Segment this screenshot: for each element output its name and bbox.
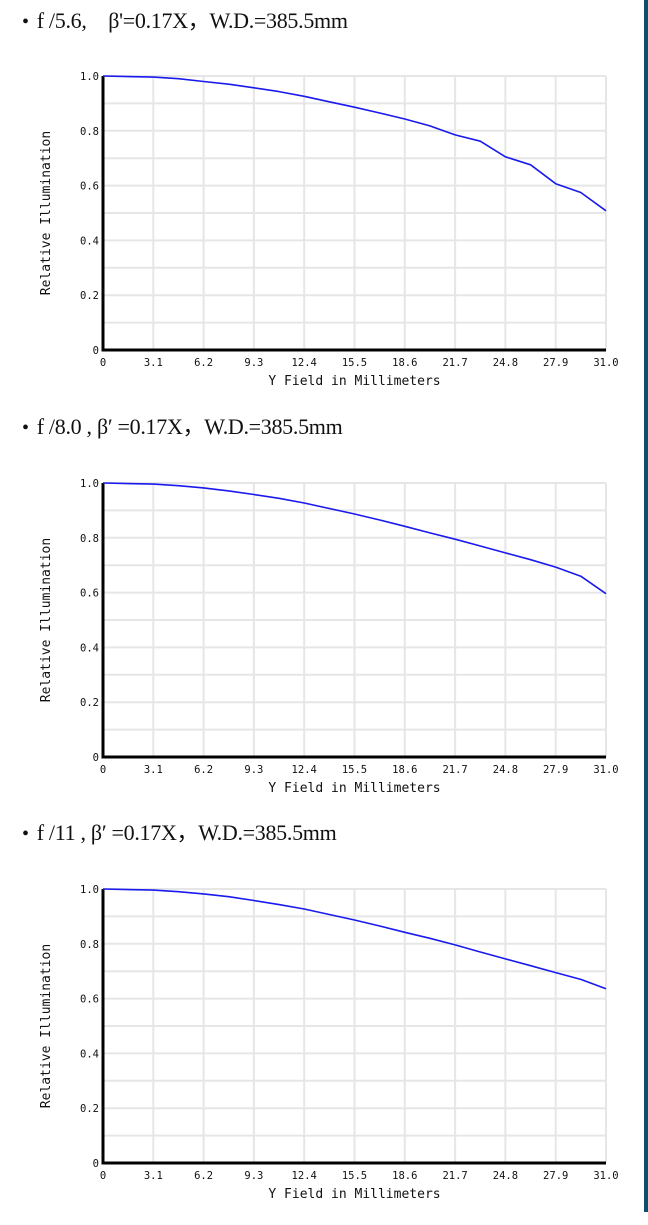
x-tick-label: 9.3 — [244, 764, 263, 776]
x-tick-label: 3.1 — [144, 764, 163, 776]
y-tick-label: 0.2 — [80, 290, 99, 302]
x-tick-label: 18.6 — [392, 764, 417, 776]
y-tick-label: 0.6 — [80, 994, 99, 1006]
bullet-icon: • — [22, 411, 29, 445]
x-tick-label: 6.2 — [194, 357, 213, 369]
x-tick-label: 24.8 — [493, 1170, 518, 1182]
y-axis-title: Relative Illumination — [39, 538, 54, 702]
x-tick-label: 0 — [100, 1170, 106, 1182]
y-axis-title: Relative Illumination — [39, 131, 54, 295]
x-tick-label: 27.9 — [543, 357, 568, 369]
chart-svg: 0 0.2 0.4 0.6 0.8 1.0 0 3.1 6.2 9.3 12.4 15.5 18.6 21… — [0, 865, 640, 1225]
x-tick-label: 27.9 — [543, 1170, 568, 1182]
x-tick-label: 6.2 — [194, 1170, 213, 1182]
x-tick-label: 12.4 — [292, 764, 317, 776]
x-tick-label: 9.3 — [244, 1170, 263, 1182]
relative-illumination-chart-1: 0 0.2 0.4 0.6 0.8 1.0 0 3.1 6.2 9.3 12.4 15.5 18.6 21… — [0, 52, 640, 412]
y-tick-label: 0.4 — [80, 1048, 99, 1060]
section-title-text: f /11 , β′ =0.17X，W.D.=385.5mm — [37, 820, 337, 845]
x-tick-label: 15.5 — [342, 1170, 367, 1182]
page-frame-edge — [644, 0, 648, 1212]
chart-svg: 0 0.2 0.4 0.6 0.8 1.0 0 3.1 6.2 9.3 12.4 15.5 18.6 21… — [0, 52, 640, 412]
y-tick-label: 1.0 — [80, 884, 99, 896]
x-axis-title: Y Field in Millimeters — [268, 1187, 440, 1202]
x-tick-label: 15.5 — [342, 357, 367, 369]
x-tick-label: 21.7 — [442, 1170, 467, 1182]
relative-illumination-chart-3: 0 0.2 0.4 0.6 0.8 1.0 0 3.1 6.2 9.3 12.4 15.5 18.6 21… — [0, 865, 640, 1225]
section-title-text: f /5.6, β'=0.17X，W.D.=385.5mm — [37, 8, 348, 33]
bullet-icon: • — [22, 817, 29, 851]
y-tick-label: 0.6 — [80, 588, 99, 600]
x-tick-label: 31.0 — [593, 1170, 618, 1182]
relative-illumination-chart-2: 0 0.2 0.4 0.6 0.8 1.0 0 3.1 6.2 9.3 12.4 15.5 18.6 21… — [0, 459, 640, 819]
x-tick-label: 24.8 — [493, 764, 518, 776]
section-title-1: • f /5.6, β'=0.17X，W.D.=385.5mm — [22, 4, 348, 38]
y-tick-label: 0.8 — [80, 533, 99, 545]
y-tick-label: 0 — [93, 1158, 99, 1170]
x-tick-label: 0 — [100, 764, 106, 776]
x-tick-label: 24.8 — [493, 357, 518, 369]
x-tick-label: 21.7 — [442, 764, 467, 776]
section-title-text: f /8.0 , β′ =0.17X，W.D.=385.5mm — [37, 414, 343, 439]
section-title-3: • f /11 , β′ =0.17X，W.D.=385.5mm — [22, 816, 336, 850]
y-tick-label: 1.0 — [80, 71, 99, 83]
y-tick-label: 0.8 — [80, 939, 99, 951]
y-tick-label: 0.2 — [80, 1103, 99, 1115]
x-tick-label: 15.5 — [342, 764, 367, 776]
y-tick-label: 0 — [93, 345, 99, 357]
x-axis-title: Y Field in Millimeters — [268, 781, 440, 796]
y-tick-label: 0.6 — [80, 181, 99, 193]
x-tick-label: 12.4 — [292, 1170, 317, 1182]
x-tick-label: 9.3 — [244, 357, 263, 369]
x-axis-title: Y Field in Millimeters — [268, 374, 440, 389]
section-title-2: • f /8.0 , β′ =0.17X，W.D.=385.5mm — [22, 410, 342, 444]
y-tick-label: 1.0 — [80, 478, 99, 490]
y-tick-label: 0.4 — [80, 642, 99, 654]
x-tick-label: 0 — [100, 357, 106, 369]
x-tick-label: 6.2 — [194, 764, 213, 776]
y-axis-title: Relative Illumination — [39, 944, 54, 1108]
x-tick-label: 18.6 — [392, 1170, 417, 1182]
bullet-icon: • — [22, 5, 29, 39]
x-tick-label: 18.6 — [392, 357, 417, 369]
chart-svg: 0 0.2 0.4 0.6 0.8 1.0 0 3.1 6.2 9.3 12.4 15.5 18.6 21… — [0, 459, 640, 819]
x-tick-label: 12.4 — [292, 357, 317, 369]
x-tick-label: 27.9 — [543, 764, 568, 776]
x-tick-label: 3.1 — [144, 1170, 163, 1182]
x-tick-label: 21.7 — [442, 357, 467, 369]
y-tick-label: 0.2 — [80, 697, 99, 709]
x-tick-label: 31.0 — [593, 357, 618, 369]
x-tick-label: 3.1 — [144, 357, 163, 369]
x-tick-label: 31.0 — [593, 764, 618, 776]
y-tick-label: 0.4 — [80, 235, 99, 247]
y-tick-label: 0 — [93, 752, 99, 764]
y-tick-label: 0.8 — [80, 126, 99, 138]
